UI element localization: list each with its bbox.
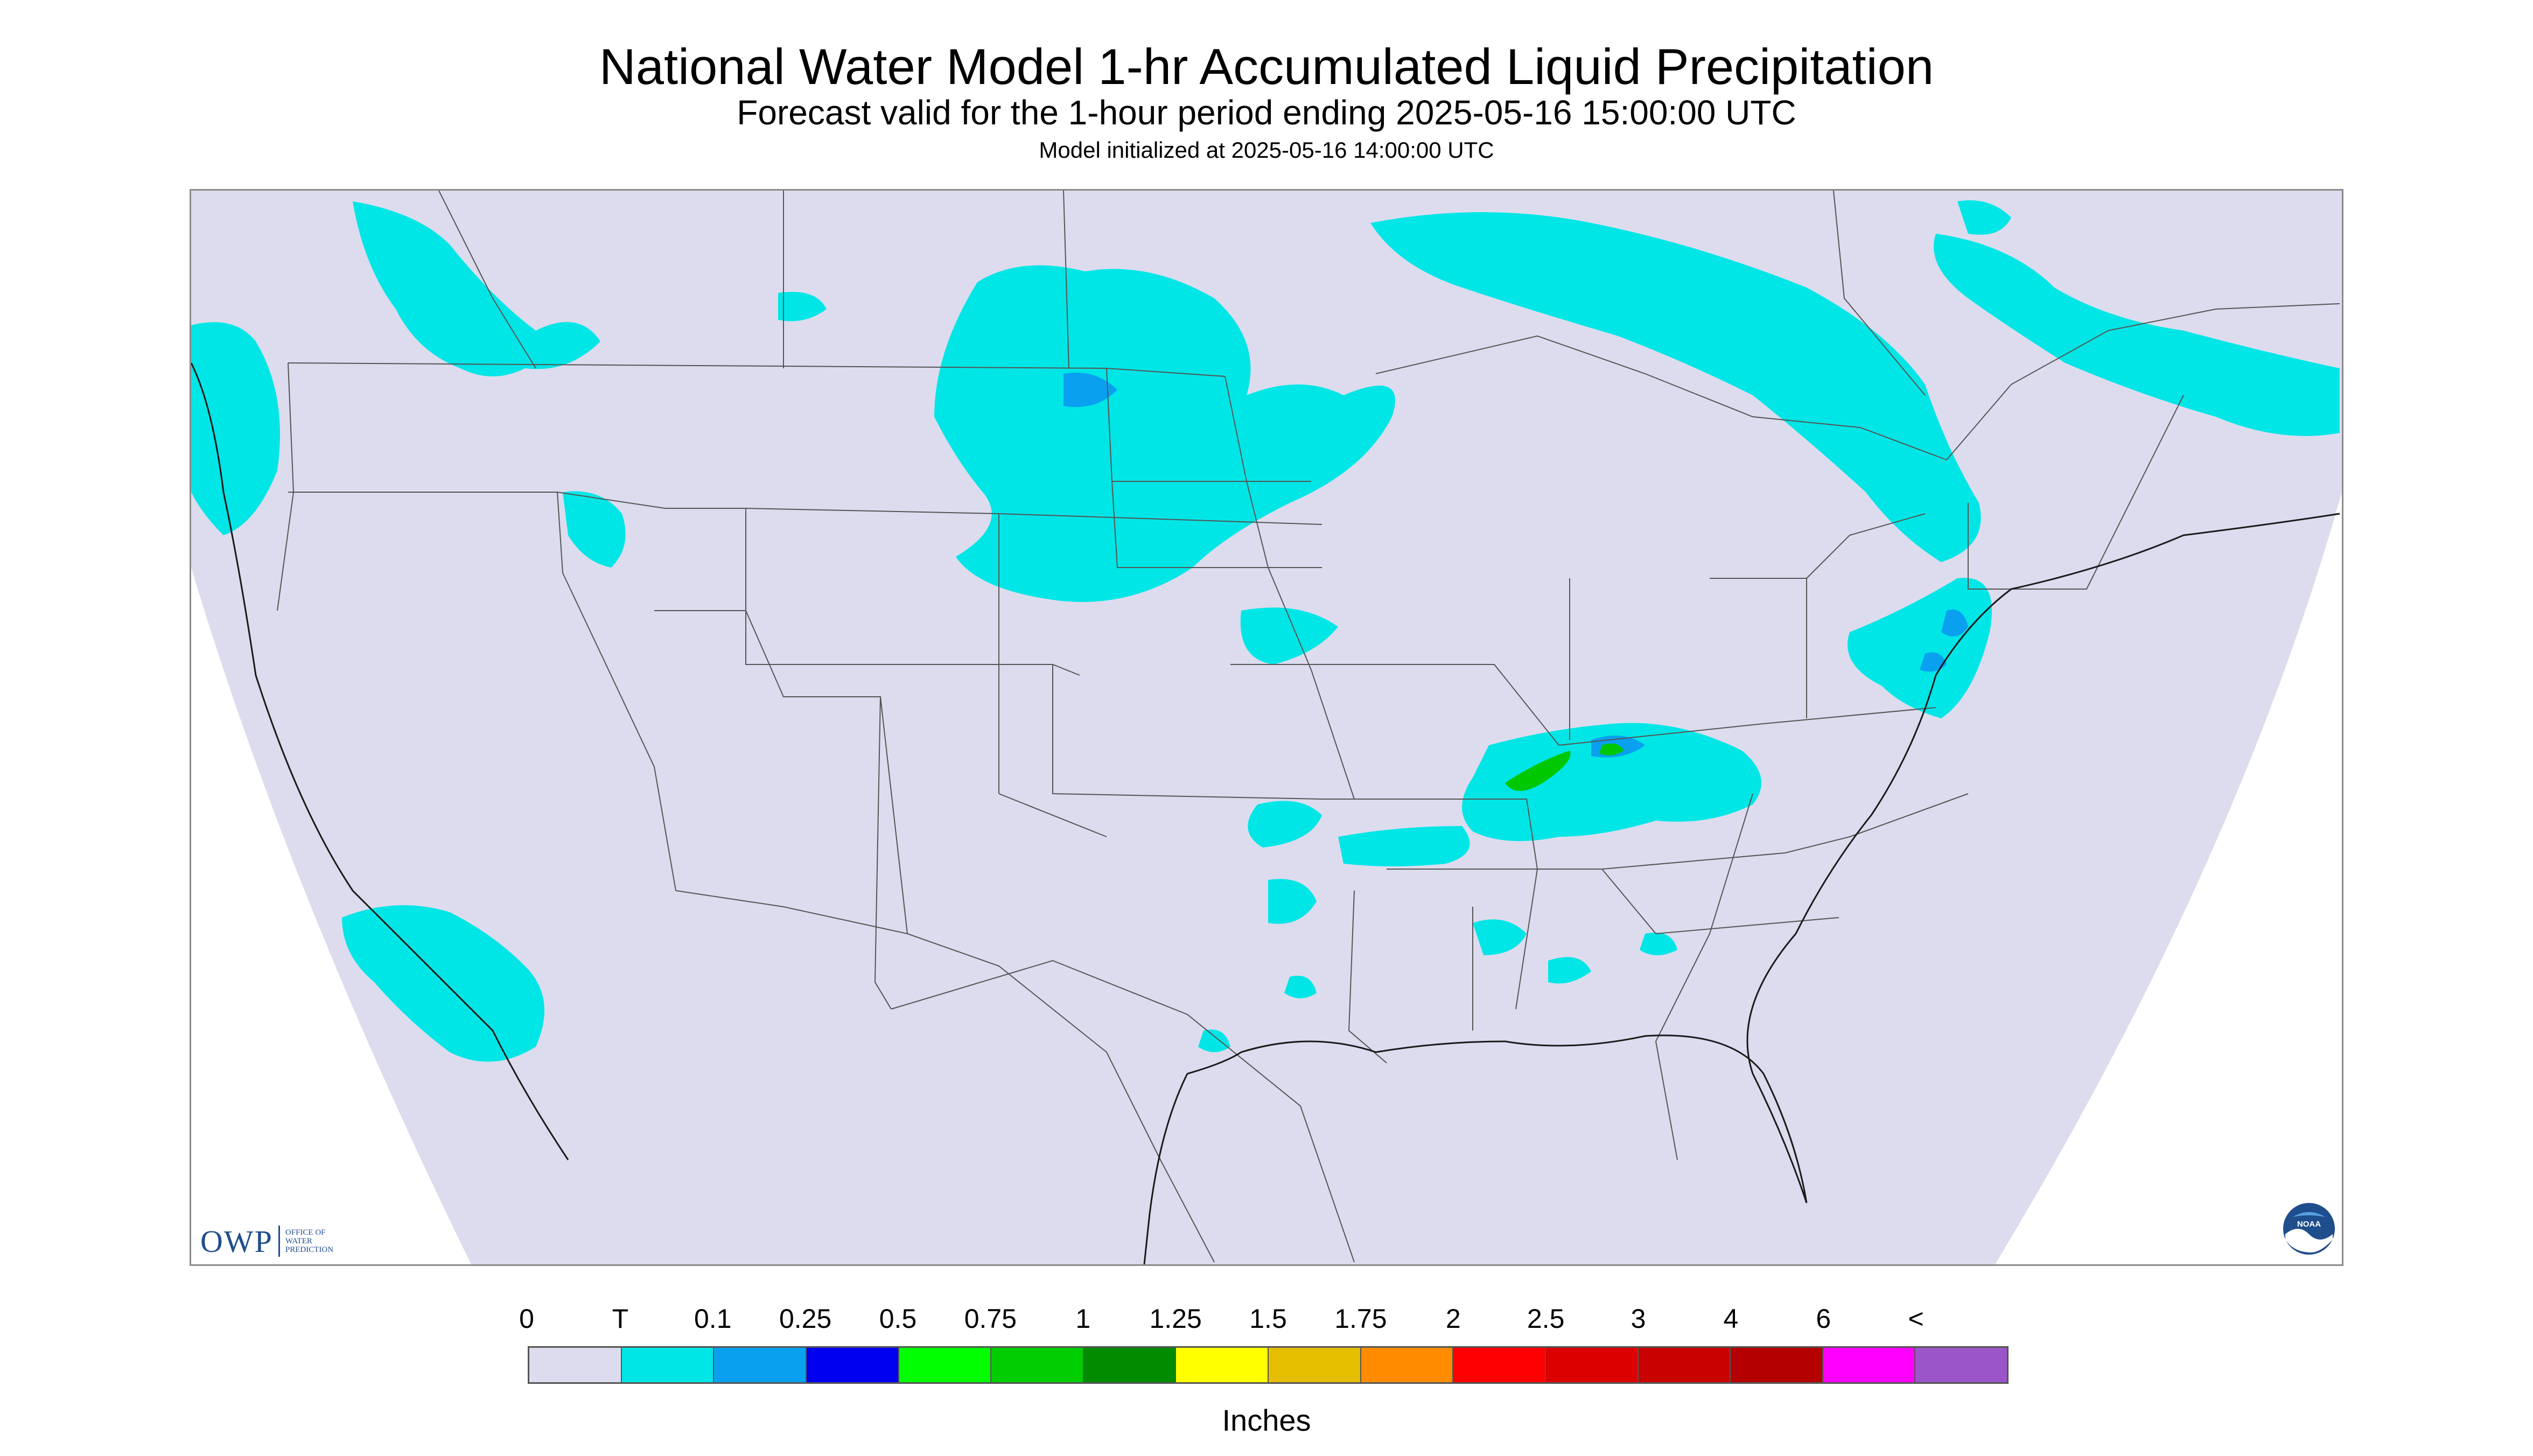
legend-tick-label: 2.5 xyxy=(1527,1304,1565,1334)
owp-logo-line: WATER xyxy=(285,1237,312,1245)
legend-swatch xyxy=(1361,1348,1454,1382)
noaa-logo: NOAA xyxy=(2283,1203,2335,1255)
legend-tick-label: 4 xyxy=(1723,1304,1739,1334)
forecast-valid-subtitle: Forecast valid for the 1-hour period end… xyxy=(737,93,1796,132)
outside-domain-right xyxy=(1995,492,2342,1264)
legend-tick-label: 3 xyxy=(1631,1304,1646,1334)
legend-tick-label: 0.1 xyxy=(694,1304,732,1334)
legend-tick-label: 6 xyxy=(1816,1304,1831,1334)
legend-tick-label: 2 xyxy=(1445,1304,1461,1334)
legend-tick-label: < xyxy=(1908,1304,1924,1334)
owp-logo-subtitle: OFFICE OF WATER PREDICTION xyxy=(285,1228,333,1254)
legend-swatch xyxy=(991,1348,1084,1382)
legend-tick-label: 1.75 xyxy=(1334,1304,1387,1334)
owp-logo-line: OFFICE OF xyxy=(285,1228,326,1237)
legend-tick-label: 0 xyxy=(519,1304,534,1334)
legend-tick-label: 0.25 xyxy=(779,1304,832,1334)
legend-swatch xyxy=(1638,1348,1731,1382)
legend-tick-label: 1.5 xyxy=(1249,1304,1287,1334)
legend-swatch xyxy=(1176,1348,1269,1382)
legend-swatch xyxy=(899,1348,992,1382)
owp-logo-abbr: OWP xyxy=(200,1223,273,1259)
legend-swatch xyxy=(1453,1348,1546,1382)
owp-logo-separator xyxy=(278,1226,280,1257)
legend-swatch xyxy=(1823,1348,1916,1382)
noaa-logo-text: NOAA xyxy=(2297,1220,2321,1229)
model-init-subtitle: Model initialized at 2025-05-16 14:00:00… xyxy=(1039,137,1494,163)
color-legend xyxy=(528,1346,2009,1384)
chart-title: National Water Model 1-hr Accumulated Li… xyxy=(599,38,1934,95)
owp-logo: OWP OFFICE OF WATER PREDICTION xyxy=(200,1222,333,1260)
political-boundaries xyxy=(277,191,2340,1263)
legend-units-label: Inches xyxy=(1222,1403,1311,1437)
precipitation-map xyxy=(190,189,2343,1266)
precip-moderate-areas xyxy=(1505,743,1624,791)
legend-tick-label: 1 xyxy=(1075,1304,1091,1334)
legend-tick-label: T xyxy=(612,1304,629,1334)
legend-tick-label: 0.75 xyxy=(964,1304,1017,1334)
legend-swatch xyxy=(529,1348,622,1382)
owp-logo-line: PREDICTION xyxy=(285,1245,334,1254)
legend-swatch xyxy=(1083,1348,1177,1382)
legend-swatch xyxy=(1269,1348,1361,1382)
coastlines xyxy=(191,362,2340,1264)
outside-domain-left xyxy=(191,191,471,1264)
legend-swatch xyxy=(1731,1348,1823,1382)
legend-tick-labels: 0 T 0.1 0.25 0.5 0.75 1 1.25 1.5 1.75 2 2.5 3 4 6 < xyxy=(0,1303,2533,1335)
legend-swatch xyxy=(806,1348,899,1382)
legend-swatch xyxy=(1545,1348,1639,1382)
model-domain xyxy=(191,191,2342,1264)
legend-swatch xyxy=(1915,1348,2007,1382)
legend-tick-label: 1.25 xyxy=(1149,1304,1202,1334)
map-canvas xyxy=(191,191,2342,1264)
legend-swatch xyxy=(621,1348,715,1382)
legend-swatch xyxy=(714,1348,807,1382)
legend-tick-label: 0.5 xyxy=(879,1304,917,1334)
